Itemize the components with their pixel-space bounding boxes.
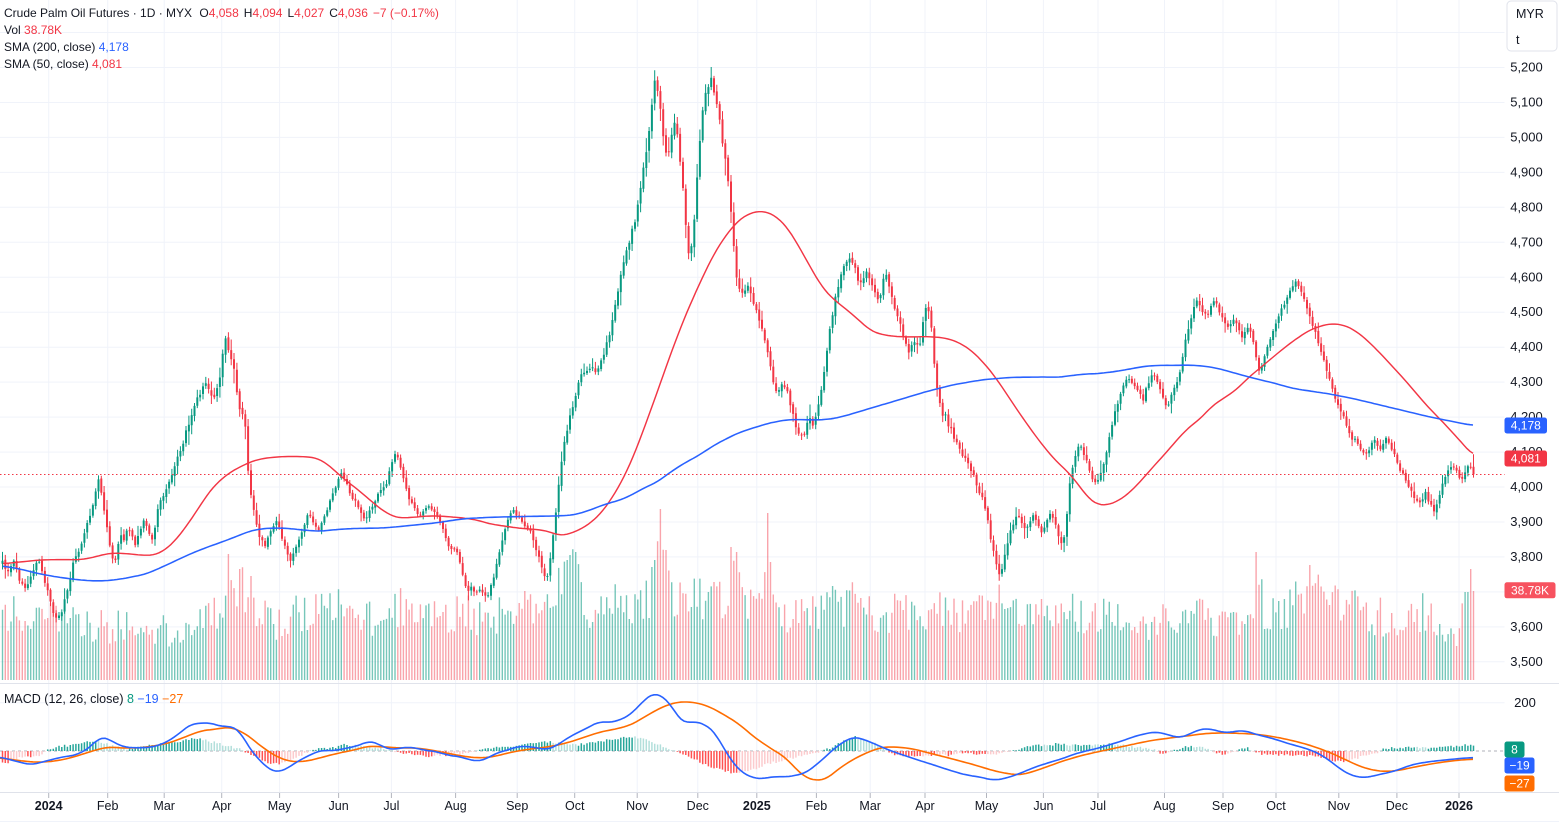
svg-text:8: 8 [1511, 743, 1518, 757]
svg-text:4,600: 4,600 [1510, 269, 1543, 284]
svg-text:Aug: Aug [444, 799, 466, 813]
svg-text:5,100: 5,100 [1510, 95, 1543, 110]
svg-text:3,600: 3,600 [1510, 619, 1543, 634]
svg-text:4,500: 4,500 [1510, 304, 1543, 319]
svg-text:May: May [268, 799, 292, 813]
svg-text:200: 200 [1514, 695, 1536, 710]
svg-text:4,300: 4,300 [1510, 374, 1543, 389]
svg-text:Mar: Mar [153, 799, 175, 813]
svg-text:Apr: Apr [212, 799, 231, 813]
svg-text:Feb: Feb [806, 799, 828, 813]
svg-text:Oct: Oct [565, 799, 585, 813]
svg-text:2026: 2026 [1445, 799, 1473, 813]
svg-text:Crude Palm Oil Futures · 1D ·: Crude Palm Oil Futures · 1D · MYX O4,058… [4, 6, 439, 20]
svg-text:Jun: Jun [1033, 799, 1053, 813]
svg-text:t: t [1516, 33, 1520, 47]
svg-text:Feb: Feb [97, 799, 119, 813]
svg-text:Dec: Dec [687, 799, 709, 813]
svg-text:Aug: Aug [1153, 799, 1175, 813]
svg-text:MYR: MYR [1516, 7, 1544, 21]
svg-text:4,900: 4,900 [1510, 164, 1543, 179]
svg-text:4,178: 4,178 [1511, 419, 1541, 433]
svg-text:May: May [975, 799, 999, 813]
svg-text:−19: −19 [1509, 759, 1530, 773]
svg-text:Apr: Apr [915, 799, 934, 813]
svg-text:−27: −27 [1509, 777, 1530, 791]
svg-text:MACD (12, 26, close) 8 −19 −27: MACD (12, 26, close) 8 −19 −27 [4, 692, 183, 706]
svg-text:3,900: 3,900 [1510, 514, 1543, 529]
svg-text:Sep: Sep [1212, 799, 1234, 813]
svg-text:Nov: Nov [626, 799, 649, 813]
svg-text:SMA (50, close) 4,081: SMA (50, close) 4,081 [4, 57, 122, 71]
svg-text:4,700: 4,700 [1510, 234, 1543, 249]
svg-text:Dec: Dec [1386, 799, 1408, 813]
svg-text:Mar: Mar [859, 799, 881, 813]
svg-text:4,081: 4,081 [1511, 452, 1541, 466]
svg-text:38.78K: 38.78K [1511, 584, 1549, 598]
svg-text:SMA (200, close) 4,178: SMA (200, close) 4,178 [4, 40, 129, 54]
svg-text:4,400: 4,400 [1510, 339, 1543, 354]
svg-text:Nov: Nov [1328, 799, 1351, 813]
svg-text:2024: 2024 [35, 799, 63, 813]
svg-text:Sep: Sep [506, 799, 528, 813]
svg-text:4,000: 4,000 [1510, 479, 1543, 494]
svg-text:Vol 38.78K: Vol 38.78K [4, 23, 62, 37]
svg-text:3,500: 3,500 [1510, 654, 1543, 669]
svg-text:Jul: Jul [383, 799, 399, 813]
svg-text:Jun: Jun [329, 799, 349, 813]
svg-text:5,000: 5,000 [1510, 129, 1543, 144]
svg-text:Oct: Oct [1266, 799, 1286, 813]
svg-text:3,800: 3,800 [1510, 549, 1543, 564]
svg-text:5,200: 5,200 [1510, 60, 1543, 75]
svg-text:4,800: 4,800 [1510, 199, 1543, 214]
svg-text:Jul: Jul [1090, 799, 1106, 813]
svg-text:2025: 2025 [743, 799, 771, 813]
